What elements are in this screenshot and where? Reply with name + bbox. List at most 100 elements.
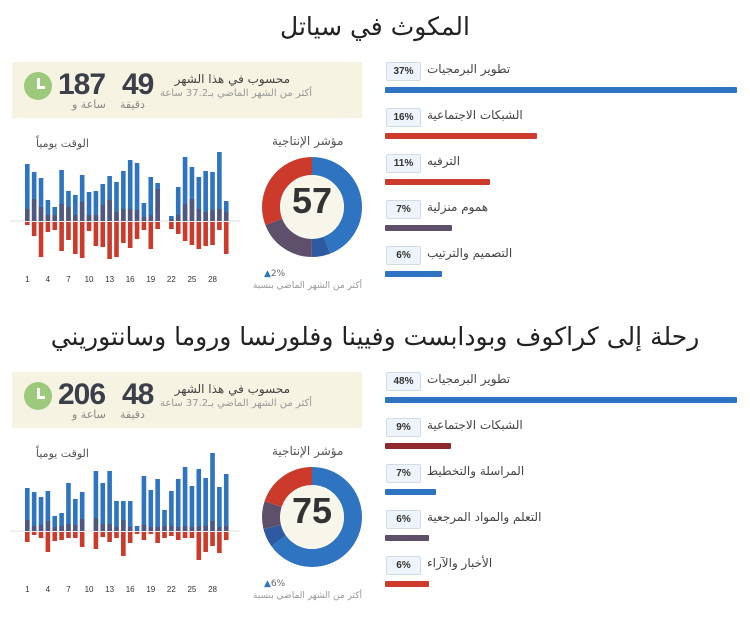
x-tick-label: 4	[46, 275, 51, 284]
category-row[interactable]: 6% التصميم والترتيب	[385, 246, 740, 292]
x-tick-label: 25	[187, 275, 196, 284]
bar-productive-day-28	[210, 172, 215, 221]
category-name[interactable]: المراسلة والتخطيط	[427, 464, 525, 478]
bar-distracting-day-8	[73, 222, 78, 254]
bar-distracting-day-11	[93, 222, 99, 246]
category-name[interactable]: التصميم والترتيب	[427, 246, 513, 260]
bar-productive-day-19	[148, 177, 154, 221]
bar-neutral-day-20	[155, 189, 160, 221]
donut-segment-very_productive	[262, 157, 362, 257]
summary-box: 206 ساعة و 48 دقيقة محسوب في هذا الشهر أكثر م…	[12, 372, 362, 428]
donut-center	[281, 486, 343, 548]
bar-productive-day-6	[59, 513, 64, 531]
category-name[interactable]: الترفيه	[427, 154, 461, 168]
bar-distracting-day-17	[134, 222, 140, 239]
x-tick-label: 22	[167, 275, 176, 284]
hours-unit: ساعة و	[72, 98, 106, 111]
bar-productive-day-14	[114, 182, 119, 221]
bar-productive-day-29	[217, 487, 222, 531]
category-row[interactable]: 6% الأخبار والآراء	[385, 556, 740, 602]
bar-distracting-day-9	[79, 222, 85, 258]
bar-neutral-day-16	[127, 209, 133, 221]
category-percent-badge: 37%	[386, 62, 421, 81]
bar-distracting-day-13	[107, 532, 112, 542]
bar-distracting-day-19	[148, 532, 154, 534]
category-name[interactable]: الأخبار والآراء	[427, 556, 493, 570]
category-bar	[385, 443, 451, 449]
minutes-unit: دقيقة	[120, 408, 145, 421]
bar-neutral-day-24	[182, 204, 188, 221]
bar-productive-day-28	[210, 453, 215, 531]
productivity-change: ▲6%	[264, 579, 285, 589]
bar-productive-day-11	[93, 471, 99, 531]
category-name[interactable]: تطوير البرمجيات	[427, 372, 511, 386]
category-name[interactable]: الشبكات الاجتماعية	[427, 418, 523, 432]
bar-neutral-day-16	[127, 527, 133, 531]
category-row[interactable]: 7% المراسلة والتخطيط	[385, 464, 740, 510]
change-value: 6%	[270, 579, 286, 589]
bar-productive-day-18	[141, 476, 147, 531]
section-1: المكوث في سياتل 187 ساعة و 49 دقيقة محسوب في …	[0, 6, 750, 306]
category-name[interactable]: التعلم والمواد المرجعية	[427, 510, 542, 524]
category-row[interactable]: 9% الشبكات الاجتماعية	[385, 418, 740, 464]
bar-distracting-day-25	[189, 222, 195, 245]
x-tick-label: 1	[25, 275, 30, 284]
bar-neutral-day-8	[73, 215, 78, 221]
category-percent-badge: 7%	[386, 200, 421, 219]
bar-neutral-day-27	[203, 212, 208, 221]
category-row[interactable]: 16% الشبكات الاجتماعية	[385, 108, 740, 154]
bar-neutral-day-19	[148, 527, 154, 531]
category-name[interactable]: الشبكات الاجتماعية	[427, 108, 523, 122]
bar-neutral-day-23	[175, 215, 181, 221]
x-tick-label: 13	[105, 275, 114, 284]
change-note: أكثر من الشهر الماضي بنسبة	[252, 591, 362, 601]
bar-neutral-day-2	[31, 526, 37, 531]
bar-distracting-day-20	[155, 532, 160, 543]
bar-distracting-day-9	[79, 532, 85, 547]
bar-neutral-day-15	[121, 520, 126, 531]
bar-neutral-day-18	[141, 217, 147, 221]
bar-distracting-day-2	[31, 532, 37, 535]
bar-productive-day-19	[148, 490, 154, 531]
category-row[interactable]: 7% هموم منزلية	[385, 200, 740, 246]
clock-icon	[24, 382, 52, 410]
category-bar	[385, 179, 490, 185]
category-row[interactable]: 6% التعلم والمواد المرجعية	[385, 510, 740, 556]
arrow-up-icon: ▲	[264, 579, 271, 589]
bar-neutral-day-11	[93, 215, 99, 221]
bar-distracting-day-18	[141, 222, 147, 230]
category-row[interactable]: 11% الترفيه	[385, 154, 740, 200]
bar-productive-day-26	[196, 469, 202, 531]
bar-productive-day-23	[175, 479, 181, 531]
bar-productive-day-29	[217, 152, 222, 221]
section-title: المكوث في سياتل	[280, 12, 470, 41]
bar-neutral-day-29	[217, 209, 222, 221]
bar-productive-day-3	[38, 178, 44, 221]
bar-distracting-day-14	[114, 532, 119, 538]
section-2: رحلة إلى كراكوف وبودابست وفيينا وفلورنسا…	[0, 316, 750, 616]
bar-productive-day-14	[114, 501, 119, 531]
bar-neutral-day-26	[196, 209, 202, 221]
bar-neutral-day-23	[175, 527, 181, 531]
category-row[interactable]: 37% تطوير البرمجيات	[385, 62, 740, 108]
section-title: رحلة إلى كراكوف وبودابست وفيينا وفلورنسا…	[50, 322, 700, 351]
bar-neutral-day-25	[189, 199, 195, 221]
bar-productive-day-12	[100, 483, 106, 531]
minutes-value: 49	[122, 68, 154, 101]
category-name[interactable]: تطوير البرمجيات	[427, 62, 511, 76]
bar-neutral-day-12	[100, 205, 106, 221]
bar-distracting-day-26	[196, 222, 202, 249]
bar-neutral-day-27	[203, 526, 208, 531]
category-row[interactable]: 48% تطوير البرمجيات	[385, 372, 740, 418]
bar-productive-day-24	[182, 467, 188, 531]
bar-neutral-day-8	[73, 525, 78, 531]
bar-distracting-day-18	[141, 532, 147, 540]
bar-distracting-day-27	[203, 222, 208, 246]
bar-distracting-day-3	[38, 532, 44, 538]
bar-distracting-day-10	[86, 222, 92, 231]
bar-distracting-day-5	[52, 222, 58, 230]
category-name[interactable]: هموم منزلية	[427, 200, 489, 214]
bar-distracting-day-28	[210, 222, 215, 245]
bar-neutral-day-17	[134, 210, 140, 221]
donut-segment-distracting	[262, 157, 362, 257]
